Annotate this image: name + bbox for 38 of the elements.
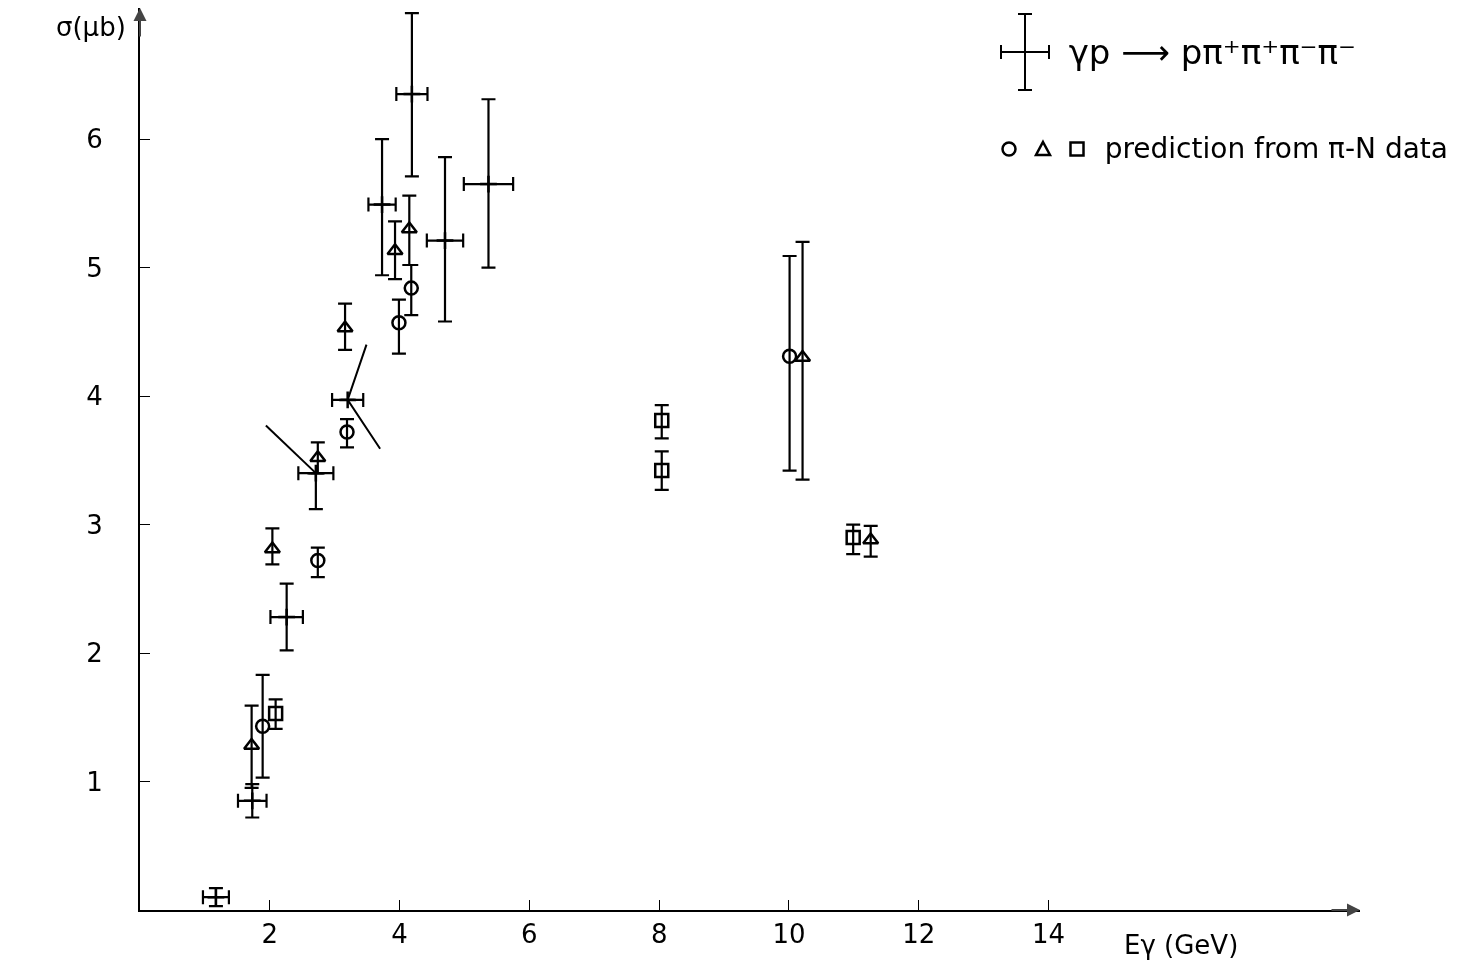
legend-label: γp ⟶ pπ⁺π⁺π⁻π⁻ — [1068, 32, 1356, 72]
y-tick-label: 4 — [86, 381, 103, 412]
point — [653, 412, 670, 429]
point — [254, 718, 271, 734]
legend-label: prediction from π-N data — [1104, 132, 1448, 165]
y-tick-label: 5 — [86, 252, 103, 283]
x-tick-label: 14 — [1031, 919, 1066, 950]
y-tick-label: 1 — [86, 766, 103, 797]
x-tick-label: 10 — [772, 919, 806, 950]
point — [242, 791, 262, 811]
point — [781, 348, 798, 364]
point — [402, 84, 422, 104]
point — [845, 529, 861, 546]
x-tick-label: 12 — [902, 919, 936, 950]
point — [267, 705, 284, 722]
y-tick-label: 3 — [86, 509, 103, 540]
point — [338, 390, 358, 410]
point — [386, 243, 404, 256]
point — [339, 424, 355, 440]
x-axis-title: Eγ (GeV) — [1124, 930, 1239, 960]
x-tick-label: 8 — [650, 919, 668, 950]
y-axis-title: σ(μb) — [56, 12, 126, 42]
x-tick-label: 6 — [521, 919, 538, 950]
point — [309, 449, 327, 463]
point — [403, 280, 420, 296]
point — [391, 315, 407, 331]
x-tick-label: 2 — [261, 919, 279, 950]
y-tick-label: 2 — [86, 638, 103, 669]
point — [435, 230, 455, 251]
x-tick-label: 4 — [391, 919, 408, 950]
point — [336, 320, 354, 333]
point — [372, 194, 392, 215]
point — [653, 462, 670, 479]
y-tick-label: 6 — [86, 124, 103, 155]
point — [310, 552, 326, 569]
point — [242, 737, 261, 751]
point — [277, 607, 297, 627]
point — [478, 174, 499, 194]
